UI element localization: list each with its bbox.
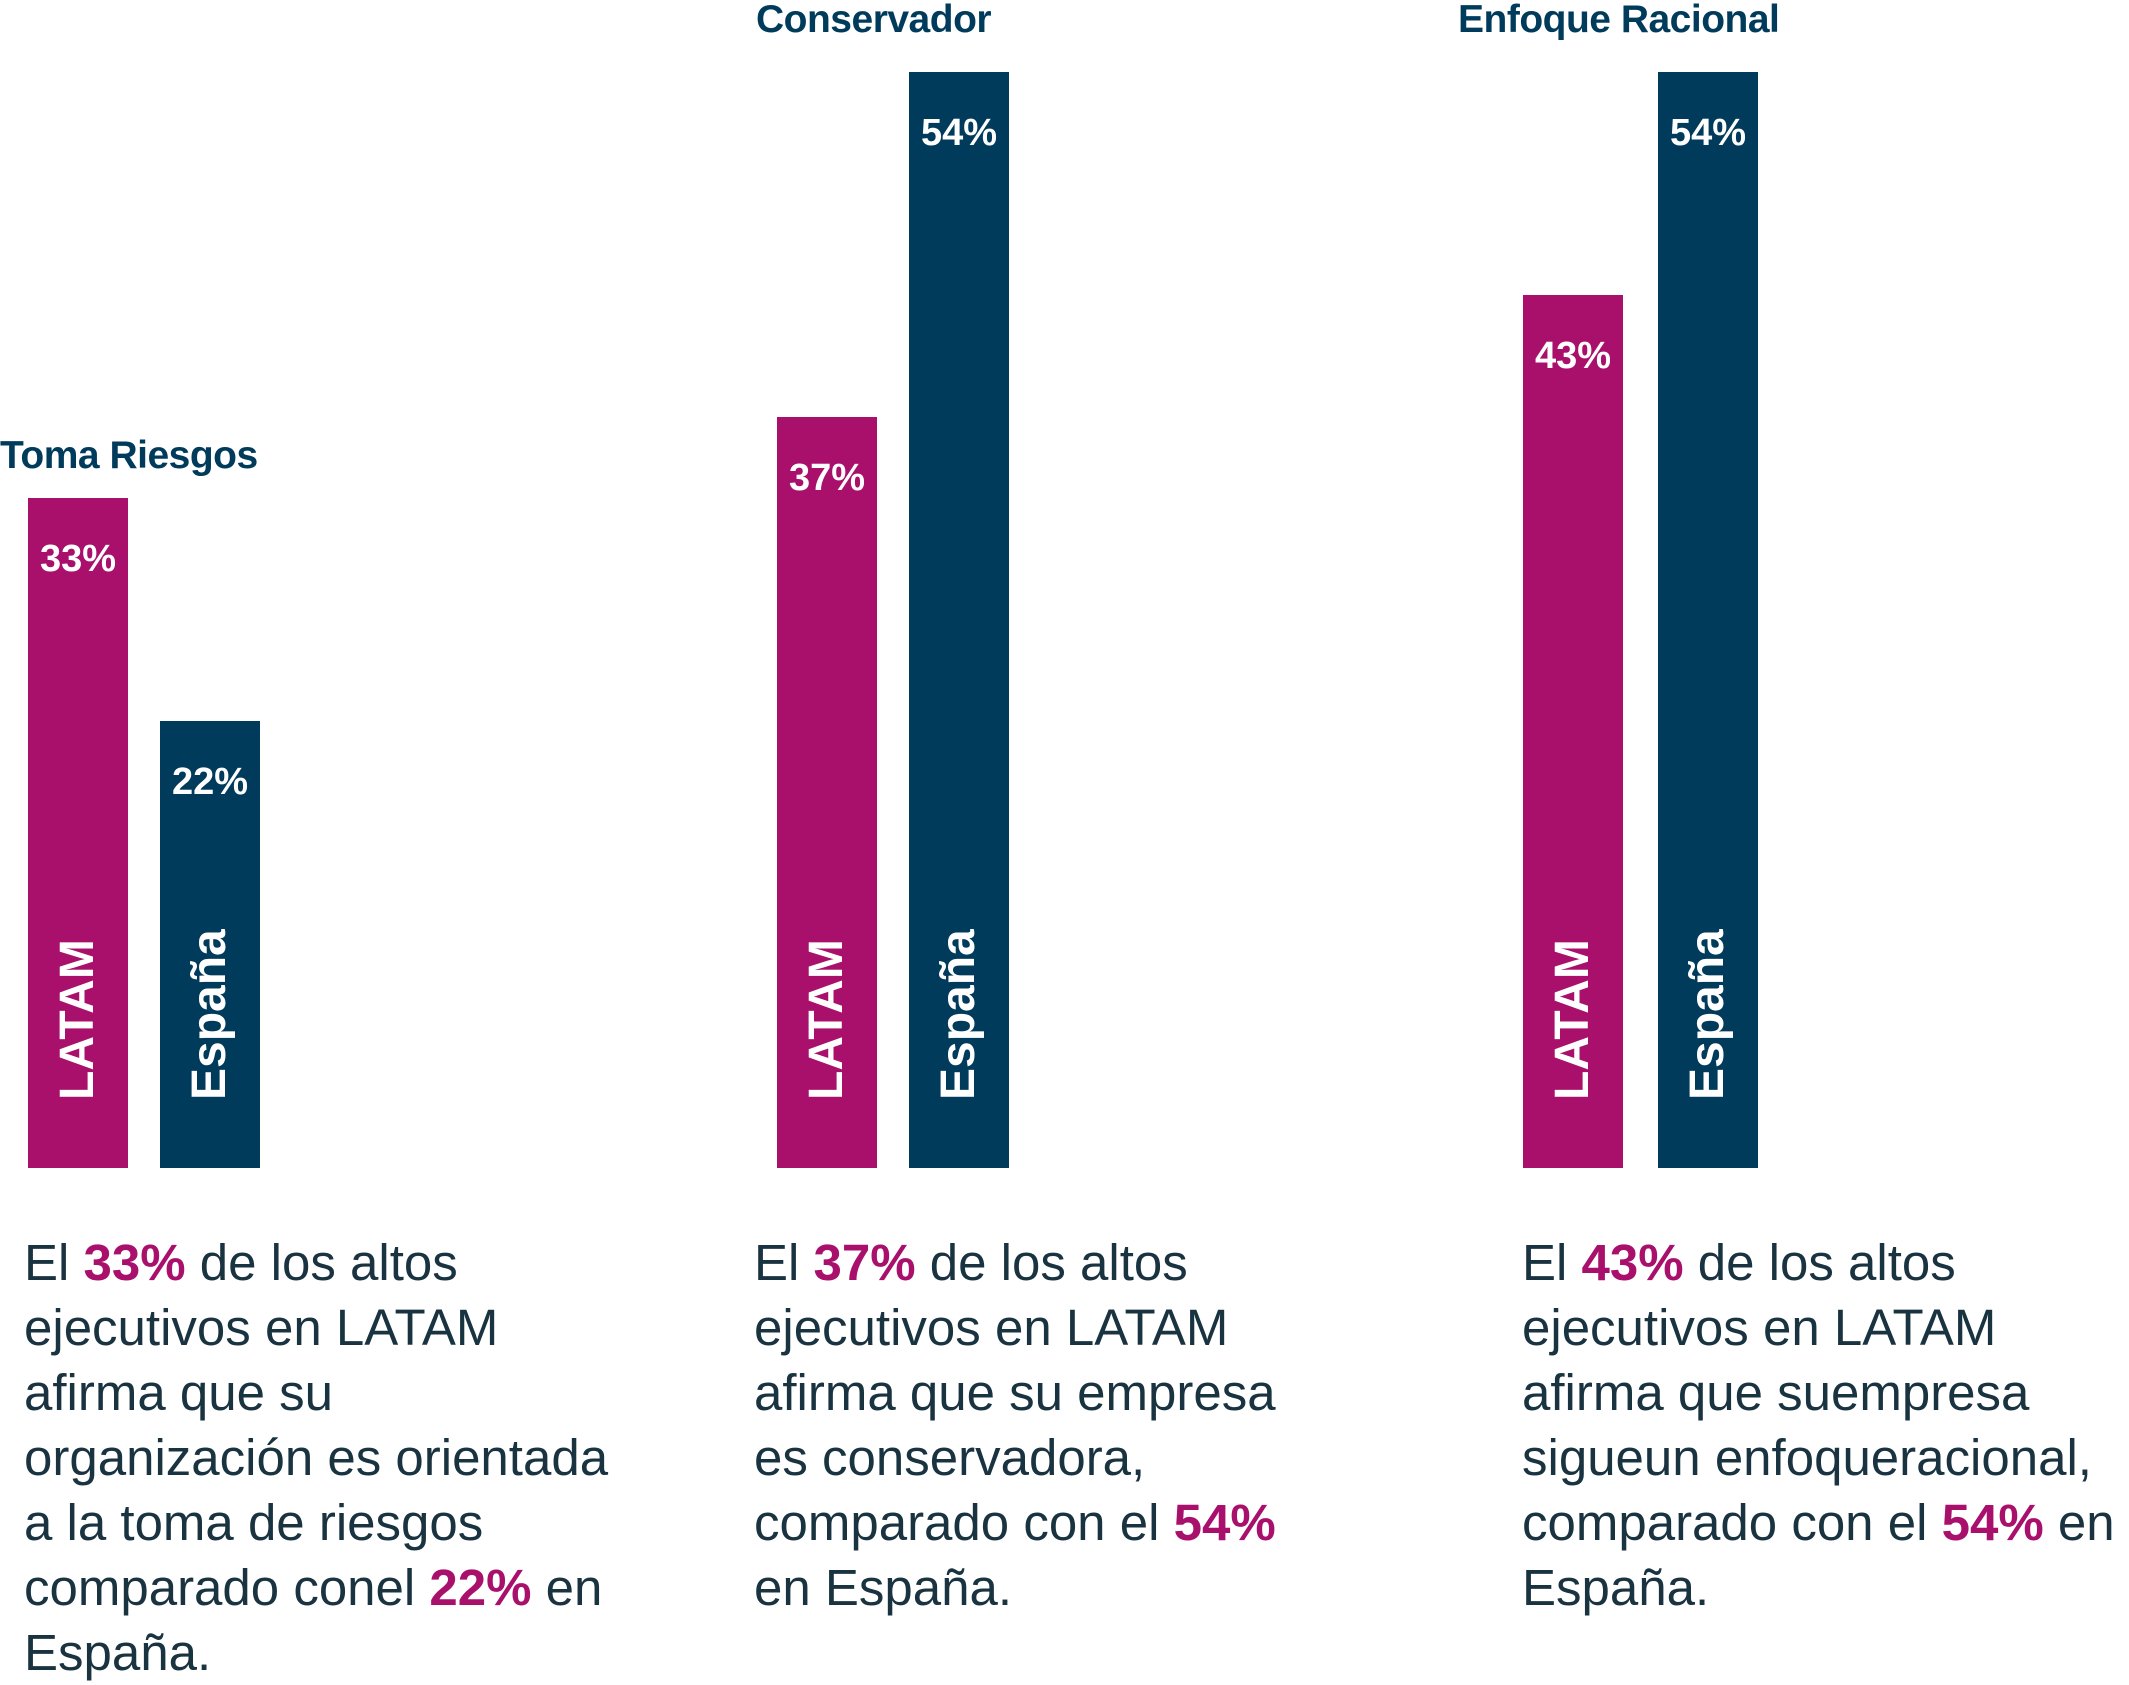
bar-value-label: 54% (1669, 111, 1747, 154)
chart-caption: El 43% de los altos ejecutivos en LATAM … (1522, 1230, 2129, 1620)
bar-espana: 54% España (1658, 71, 1758, 1168)
chart-panel-conservador: Conservador 37% LATAM 54% España El 37% … (750, 0, 1370, 1678)
bar-category-label: España (1681, 929, 1734, 1100)
bar-value-label: 54% (920, 111, 998, 154)
chart-caption: El 37% de los altos ejecutivos en LATAM … (754, 1230, 1334, 1620)
bar-latam: 43% LATAM (1523, 295, 1623, 1168)
chart-title: Conservador (756, 0, 992, 41)
caption-text: de los altos ejecutivos en LATAM afirma … (1522, 1234, 2092, 1551)
bar-latam: 33% LATAM (28, 498, 128, 1168)
caption-highlight: 37% (813, 1234, 916, 1291)
bar-value-label: 33% (39, 538, 117, 581)
caption-text: El (1522, 1234, 1582, 1291)
bar-category-label: LATAM (1546, 939, 1599, 1100)
bar-category-label: LATAM (800, 939, 853, 1100)
chart-caption: El 33% de los altos ejecutivos en LATAM … (24, 1230, 624, 1685)
chart-panel-enfoque-racional: Enfoque Racional 43% LATAM 54% España El… (1458, 0, 2129, 1678)
bar-value-label: 43% (1534, 335, 1612, 378)
bar-espana: 54% España (909, 71, 1009, 1168)
caption-highlight: 22% (429, 1559, 532, 1616)
bar-category-label: España (932, 929, 985, 1100)
bar-espana: 22% España (160, 721, 260, 1168)
bar-category-label: España (183, 929, 236, 1100)
caption-text: en España. (24, 1559, 603, 1681)
caption-highlight: 43% (1581, 1234, 1684, 1291)
caption-text: El (754, 1234, 814, 1291)
chart-title: Toma Riesgos (0, 434, 258, 478)
bar-category-label: LATAM (51, 939, 104, 1100)
caption-text: en España. (1522, 1494, 2115, 1616)
caption-text: de los altos ejecutivos en LATAM afirma … (24, 1234, 609, 1616)
caption-highlight: 33% (83, 1234, 186, 1291)
caption-text: en España. (754, 1559, 1013, 1616)
chart-panel-toma-riesgos: Toma Riesgos 33% LATAM 22% España El 33%… (0, 0, 700, 1681)
caption-highlight: 54% (1941, 1494, 2044, 1551)
chart-title: Enfoque Racional (1458, 0, 1780, 41)
caption-text: El (24, 1234, 84, 1291)
bar-value-label: 22% (171, 761, 249, 804)
caption-text: de los altos ejecutivos en LATAM afirma … (754, 1234, 1276, 1551)
caption-highlight: 54% (1173, 1494, 1276, 1551)
bar-value-label: 37% (788, 456, 866, 499)
bar-latam: 37% LATAM (777, 416, 877, 1168)
